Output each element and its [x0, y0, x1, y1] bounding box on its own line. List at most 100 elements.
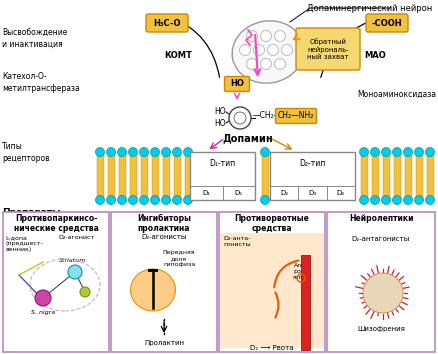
Circle shape	[128, 148, 138, 156]
Circle shape	[392, 195, 402, 205]
Bar	[96, 152, 103, 200]
Bar	[427, 152, 434, 200]
Text: D₅: D₅	[235, 190, 243, 196]
Circle shape	[268, 45, 279, 56]
Text: D₂: D₂	[280, 190, 288, 196]
Circle shape	[173, 195, 181, 205]
Text: D₂ ⟶ Рвота: D₂ ⟶ Рвота	[250, 345, 294, 351]
FancyBboxPatch shape	[270, 152, 355, 200]
Text: -СООН: -СООН	[372, 18, 403, 28]
Bar	[360, 152, 367, 200]
Circle shape	[95, 195, 105, 205]
Circle shape	[139, 148, 148, 156]
Text: D₂-тип: D₂-тип	[299, 160, 326, 169]
Circle shape	[392, 148, 402, 156]
Circle shape	[403, 148, 413, 156]
Text: Противорвотные
средства: Противорвотные средства	[235, 214, 309, 233]
Circle shape	[254, 45, 265, 56]
Text: Пролактин: Пролактин	[144, 340, 184, 346]
Bar	[173, 152, 180, 200]
Circle shape	[240, 45, 251, 56]
Circle shape	[261, 30, 272, 41]
Text: —CH₂—: —CH₂—	[253, 112, 283, 120]
Circle shape	[117, 148, 127, 156]
Circle shape	[128, 195, 138, 205]
Ellipse shape	[232, 21, 304, 83]
Bar	[382, 152, 389, 200]
Text: S. nigra: S. nigra	[31, 310, 55, 315]
Bar	[405, 152, 411, 200]
Text: МАО: МАО	[364, 51, 386, 59]
Text: D₂-антагонисты: D₂-антагонисты	[352, 236, 410, 242]
Circle shape	[151, 148, 159, 156]
Text: Моноаминоксидаза: Моноаминоксидаза	[357, 90, 436, 99]
FancyBboxPatch shape	[146, 14, 188, 32]
Bar	[220, 233, 324, 348]
Circle shape	[184, 195, 192, 205]
Text: Нейролептики: Нейролептики	[349, 214, 413, 223]
Text: НО: НО	[230, 80, 244, 88]
Circle shape	[184, 148, 192, 156]
Text: Шизофрения: Шизофрения	[357, 326, 405, 332]
Circle shape	[162, 195, 170, 205]
Circle shape	[403, 195, 413, 205]
Text: Препараты: Препараты	[2, 208, 60, 217]
FancyBboxPatch shape	[225, 76, 250, 91]
Text: Допамин: Допамин	[223, 133, 273, 143]
Circle shape	[425, 195, 434, 205]
Text: Типы
рецепторов: Типы рецепторов	[2, 142, 49, 163]
Circle shape	[275, 58, 286, 69]
Text: D₂-анта-
гонисты: D₂-анта- гонисты	[223, 236, 251, 247]
Text: D₄: D₄	[337, 190, 345, 196]
Text: КОМТ: КОМТ	[164, 51, 192, 59]
Circle shape	[117, 195, 127, 205]
Circle shape	[35, 290, 51, 306]
Bar	[416, 152, 423, 200]
Circle shape	[68, 265, 82, 279]
Bar	[327, 212, 435, 352]
Bar	[261, 152, 268, 200]
Text: D₁: D₁	[202, 190, 210, 196]
Text: Высвобождение
и инактивация: Высвобождение и инактивация	[2, 28, 67, 49]
Circle shape	[381, 148, 391, 156]
Text: Допаминергический нейрон: Допаминергический нейрон	[307, 4, 432, 13]
Bar	[107, 152, 114, 200]
Circle shape	[414, 148, 424, 156]
Text: D₂-агонист: D₂-агонист	[58, 235, 94, 240]
Bar	[162, 152, 170, 200]
Circle shape	[80, 287, 90, 297]
FancyBboxPatch shape	[366, 14, 408, 32]
Circle shape	[247, 30, 258, 41]
Text: D₁-тип: D₁-тип	[209, 160, 236, 169]
FancyBboxPatch shape	[276, 108, 317, 124]
Text: H₃C-O: H₃C-O	[153, 18, 181, 28]
Text: Передняя
доля
гипофиза: Передняя доля гипофиза	[163, 250, 195, 267]
Ellipse shape	[131, 269, 176, 311]
Bar	[3, 212, 109, 352]
Text: Striatum: Striatum	[59, 258, 87, 263]
Circle shape	[162, 148, 170, 156]
Circle shape	[381, 195, 391, 205]
Bar	[119, 152, 126, 200]
Text: Area
post-
rema: Area post- rema	[293, 263, 309, 280]
Bar	[152, 152, 159, 200]
Circle shape	[139, 195, 148, 205]
Circle shape	[275, 30, 286, 41]
Text: D₃: D₃	[308, 190, 317, 196]
Bar	[301, 255, 310, 350]
Bar	[219, 212, 325, 352]
Text: Противопаркинсо-
нические средства: Противопаркинсо- нические средства	[14, 214, 99, 233]
Bar	[184, 152, 191, 200]
Circle shape	[371, 148, 379, 156]
FancyBboxPatch shape	[296, 28, 360, 70]
Circle shape	[106, 148, 116, 156]
Text: Обратный
нейрональ-
ный захват: Обратный нейрональ- ный захват	[307, 38, 349, 60]
Circle shape	[95, 148, 105, 156]
Text: CH₂—NH₂: CH₂—NH₂	[278, 112, 314, 120]
Bar	[393, 152, 400, 200]
Text: D₂-агонисты: D₂-агонисты	[141, 234, 187, 240]
Circle shape	[247, 58, 258, 69]
Circle shape	[151, 195, 159, 205]
Circle shape	[261, 148, 269, 156]
Circle shape	[360, 195, 368, 205]
